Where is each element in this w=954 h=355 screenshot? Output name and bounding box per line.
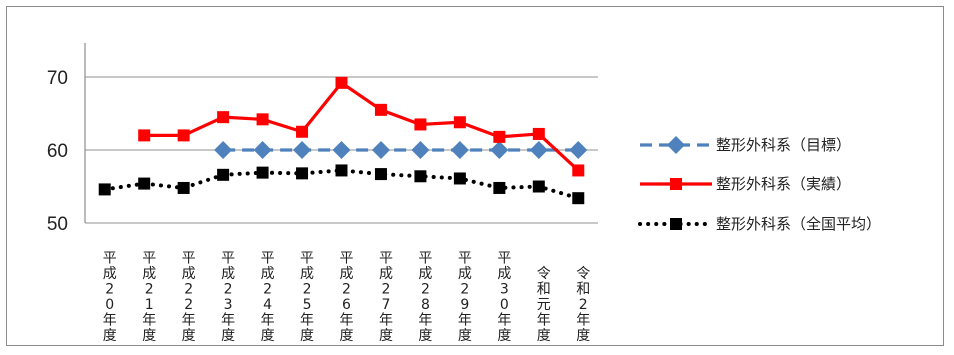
data-point bbox=[493, 130, 506, 143]
series-2 bbox=[138, 76, 585, 177]
legend-label: 整形外科系（実績） bbox=[716, 175, 851, 193]
x-tick-label: 平成 2 0 年度 bbox=[103, 251, 117, 345]
x-tick-label: 平成 2 1 年度 bbox=[142, 251, 156, 345]
data-point bbox=[453, 172, 466, 185]
x-tick-label: 平成 2 4 年度 bbox=[261, 251, 275, 345]
x-tick-label: 平成 2 2 年度 bbox=[182, 251, 196, 345]
data-point bbox=[572, 164, 585, 177]
data-point bbox=[374, 168, 387, 181]
x-tick-label: 令和 2 年度 bbox=[576, 266, 590, 344]
legend-entry: 整形外科系（実績） bbox=[640, 175, 851, 193]
data-point bbox=[217, 168, 230, 181]
y-tick-label: 50 bbox=[47, 214, 68, 235]
data-point bbox=[572, 192, 585, 205]
x-tick-labels: 平成 2 0 年度 平成 2 1 年度 平成 2 2 年度 平成 2 3 年度 平成 2 4 年度 平成 2 5 年度 平成 2 6… bbox=[103, 251, 591, 345]
data-point bbox=[569, 141, 588, 159]
data-point bbox=[529, 141, 548, 159]
series-3 bbox=[98, 164, 585, 205]
data-point bbox=[450, 141, 469, 159]
data-point bbox=[532, 127, 545, 140]
x-tick-label: 平成 2 3 年度 bbox=[221, 251, 235, 345]
legend-marker bbox=[670, 218, 682, 230]
data-point bbox=[138, 177, 151, 190]
data-point bbox=[411, 141, 430, 159]
data-point bbox=[414, 118, 427, 131]
data-point bbox=[98, 183, 111, 196]
data-point bbox=[177, 129, 190, 142]
y-tick-label: 70 bbox=[47, 68, 68, 89]
data-point bbox=[371, 141, 390, 159]
legend: 整形外科系（目標） 整形外科系（実績） 整形外科系（全国平均） bbox=[638, 136, 881, 233]
data-point bbox=[253, 141, 272, 159]
x-tick-label: 平成 2 9 年度 bbox=[458, 251, 472, 345]
legend-marker bbox=[667, 136, 685, 154]
data-point bbox=[332, 141, 351, 159]
data-point bbox=[138, 129, 151, 142]
legend-label: 整形外科系（全国平均） bbox=[716, 215, 881, 233]
data-point bbox=[214, 141, 233, 159]
data-point bbox=[256, 113, 269, 126]
chart-frame bbox=[6, 6, 944, 346]
data-point bbox=[256, 166, 269, 179]
y-tick-labels: 50 60 70 bbox=[47, 68, 68, 235]
series-1 bbox=[214, 141, 588, 159]
x-tick-label: 平成 2 8 年度 bbox=[418, 251, 432, 345]
legend-label: 整形外科系（目標） bbox=[716, 136, 851, 154]
data-point bbox=[335, 164, 348, 177]
x-tick-label: 平成 2 6 年度 bbox=[340, 251, 354, 345]
data-point bbox=[490, 141, 509, 159]
x-tick-label: 平成 2 7 年度 bbox=[379, 251, 393, 345]
data-point bbox=[296, 125, 309, 138]
y-tick-label: 60 bbox=[47, 141, 68, 162]
legend-entry: 整形外科系（全国平均） bbox=[638, 215, 881, 233]
series-line bbox=[144, 81, 580, 172]
series-lines bbox=[98, 76, 588, 205]
data-point bbox=[335, 76, 348, 89]
legend-marker bbox=[670, 178, 682, 190]
x-tick-label: 令和元年度 bbox=[537, 266, 551, 344]
legend-entry: 整形外科系（目標） bbox=[640, 136, 851, 154]
data-point bbox=[374, 103, 387, 116]
data-point bbox=[493, 181, 506, 194]
data-point bbox=[532, 180, 545, 193]
data-point bbox=[293, 141, 312, 159]
data-point bbox=[217, 111, 230, 124]
x-tick-label: 平成 3 0 年度 bbox=[497, 251, 511, 345]
data-point bbox=[453, 116, 466, 129]
data-point bbox=[296, 167, 309, 180]
data-point bbox=[177, 181, 190, 194]
data-point bbox=[414, 170, 427, 183]
x-tick-label: 平成 2 5 年度 bbox=[300, 251, 314, 345]
